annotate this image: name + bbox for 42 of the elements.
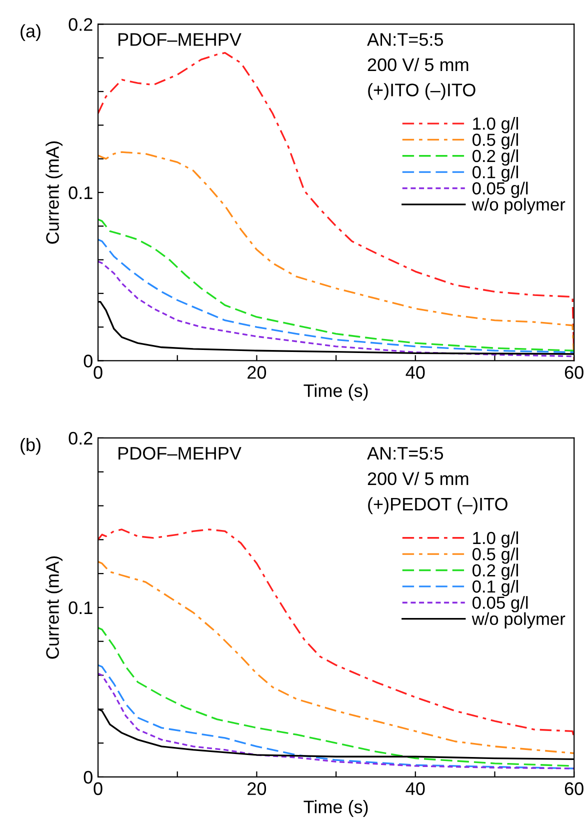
legend-label: 0.2 g/l <box>472 149 518 166</box>
legend-label: w/o polymer <box>472 612 566 628</box>
y-tick-label: 0 <box>84 770 92 784</box>
line-series <box>98 218 574 352</box>
y-tick-label: 0.2 <box>68 432 92 445</box>
annotation: PDOF–MEHPV <box>118 33 242 46</box>
legend-label: 0.1 g/l <box>472 580 518 596</box>
y-tick-label: 0.1 <box>68 601 92 614</box>
annotation: 200 V/ 5 mm <box>368 58 468 72</box>
x-axis-title: Time (s) <box>304 384 368 401</box>
x-tick-label: 40 <box>406 366 425 379</box>
x-tick-label: 60 <box>564 782 584 796</box>
annotation: (+)PEDOT (–)ITO <box>368 497 508 514</box>
x-tick-label: 0 <box>94 366 102 379</box>
y-axis-title: Current (mA) <box>46 556 63 659</box>
legend-label: 1.0 g/l <box>473 531 518 548</box>
x-tick-label: 20 <box>248 782 266 796</box>
annotation: 200 V/ 5 mm <box>368 472 468 486</box>
legend-label: w/o polymer <box>472 198 566 214</box>
line-series <box>98 260 574 358</box>
x-tick-label: 0 <box>94 782 102 796</box>
legend-label: 0.05 g/l <box>472 596 528 612</box>
y-tick-label: 0 <box>84 354 92 368</box>
annotation: (+)ITO (–)ITO <box>368 83 476 100</box>
legend-label: 0.1 g/l <box>472 166 518 182</box>
x-tick-label: 20 <box>248 366 266 379</box>
x-axis-title: Time (s) <box>304 800 368 817</box>
x-tick-label: 60 <box>564 366 584 379</box>
annotation: AN:T=5:5 <box>367 447 444 460</box>
legend-label: 0.5 g/l <box>472 548 518 564</box>
legend-label: 0.05 g/l <box>472 182 528 198</box>
legend-label: 0.2 g/l <box>472 564 518 580</box>
x-tick-label: 40 <box>406 782 425 796</box>
chart-title: (b) <box>20 438 40 455</box>
y-tick-label: 0.2 <box>68 18 92 31</box>
chart-title: (a) <box>20 24 40 42</box>
y-axis-title: Current (mA) <box>46 141 63 244</box>
legend-label: 0.5 g/l <box>472 133 518 150</box>
y-tick-label: 0.1 <box>68 186 92 200</box>
legend-label: 1.0 g/l <box>473 117 518 134</box>
annotation: AN:T=5:5 <box>367 33 444 46</box>
annotation: PDOF–MEHPV <box>118 446 242 460</box>
